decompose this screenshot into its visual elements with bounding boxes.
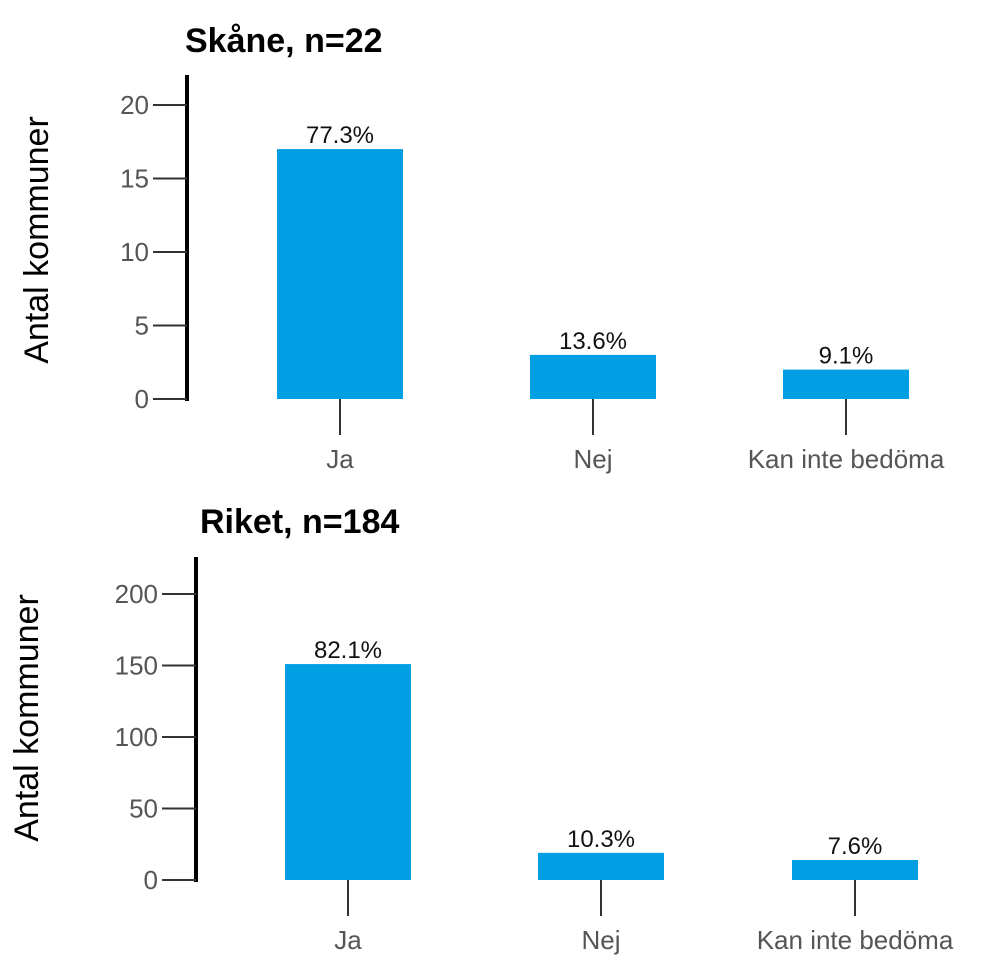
x-tick-label: Kan inte bedöma [748, 444, 945, 474]
x-tick-label: Nej [573, 444, 612, 474]
bar [530, 354, 656, 399]
x-tick-label: Kan inte bedöma [757, 925, 954, 955]
bar [285, 664, 411, 880]
chart-title: Riket, n=184 [200, 503, 399, 541]
x-tick-label: Ja [326, 444, 354, 474]
data-label: 10.3% [567, 826, 635, 853]
chart-skane-svg: Skåne, n=22 Antal kommuner 0 5 10 15 20 77.3%… [18, 22, 945, 474]
data-label: 7.6% [828, 833, 883, 860]
bar [538, 852, 664, 880]
y-tick-label: 0 [144, 865, 158, 895]
bar [277, 149, 403, 399]
x-tick-label: Ja [334, 925, 362, 955]
chart-marks: 0 50 100 150 200 82.1% Ja 10.3% Nej 7.6% Kan inte … [115, 557, 954, 955]
y-tick-label: 20 [120, 90, 149, 120]
y-tick-label: 150 [115, 651, 158, 681]
y-tick-label: 0 [135, 384, 149, 414]
chart-marks: 0 5 10 15 20 77.3% Ja 13.6% Nej 9.1% Kan inte bedö… [120, 75, 945, 474]
chart-riket: Riket, n=184 Antal kommuner 0 50 100 150 200… [0, 485, 998, 965]
y-tick-label: 5 [135, 311, 149, 341]
y-axis-label: Antal kommuner [18, 116, 56, 364]
x-tick-label: Nej [581, 925, 620, 955]
data-label: 9.1% [819, 343, 874, 370]
y-tick-label: 15 [120, 164, 149, 194]
y-tick-label: 100 [115, 722, 158, 752]
data-label: 82.1% [314, 637, 382, 664]
chart-skane: Skåne, n=22 Antal kommuner 0 5 10 15 20 77.3%… [0, 0, 990, 485]
bar [783, 369, 909, 399]
bar [792, 859, 918, 880]
y-tick-label: 10 [120, 237, 149, 267]
y-tick-label: 200 [115, 579, 158, 609]
chart-riket-svg: Riket, n=184 Antal kommuner 0 50 100 150 200… [8, 503, 954, 955]
y-tick-label: 50 [129, 794, 158, 824]
chart-title: Skåne, n=22 [185, 22, 383, 60]
data-label: 13.6% [559, 328, 627, 355]
y-axis-label: Antal kommuner [8, 594, 46, 842]
data-label: 77.3% [306, 122, 374, 149]
